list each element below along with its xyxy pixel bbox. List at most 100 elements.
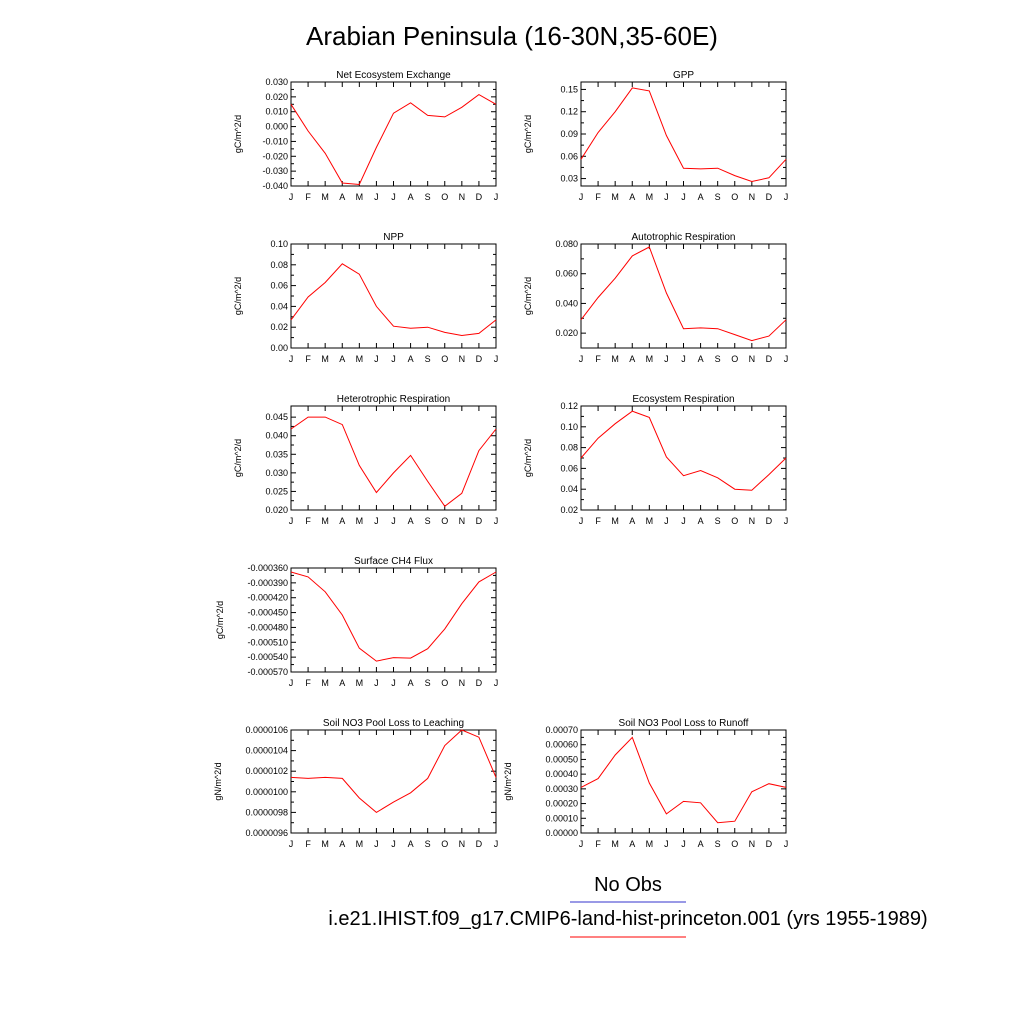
y-tick-label: 0.15 bbox=[560, 84, 578, 94]
panel-title: Soil NO3 Pool Loss to Leaching bbox=[323, 718, 464, 729]
y-tick-label: 0.020 bbox=[265, 92, 288, 102]
x-tick-label: M bbox=[356, 516, 364, 526]
x-tick-label: J bbox=[681, 839, 686, 849]
y-tick-label: 0.00010 bbox=[545, 813, 578, 823]
y-tick-label: 0.00070 bbox=[545, 725, 578, 735]
y-tick-label: -0.000450 bbox=[247, 608, 288, 618]
x-tick-label: D bbox=[476, 192, 483, 202]
x-tick-label: J bbox=[494, 678, 499, 688]
x-tick-label: J bbox=[784, 516, 789, 526]
x-tick-label: F bbox=[595, 354, 601, 364]
x-tick-label: J bbox=[664, 192, 669, 202]
x-tick-label: J bbox=[494, 192, 499, 202]
x-tick-label: J bbox=[784, 839, 789, 849]
series-line bbox=[290, 263, 497, 337]
x-tick-label: S bbox=[715, 354, 721, 364]
x-tick-label: A bbox=[408, 678, 414, 688]
y-tick-label: 0.030 bbox=[265, 77, 288, 87]
y-tick-label: 0.00060 bbox=[545, 740, 578, 750]
y-tick-label: 0.000 bbox=[265, 122, 288, 132]
y-tick-label: -0.000480 bbox=[247, 622, 288, 632]
series-line bbox=[580, 410, 787, 491]
x-tick-label: A bbox=[629, 192, 635, 202]
y-tick-label: 0.040 bbox=[265, 431, 288, 441]
x-tick-label: J bbox=[289, 516, 294, 526]
x-tick-label: F bbox=[305, 678, 311, 688]
x-tick-label: J bbox=[374, 839, 379, 849]
x-tick-label: A bbox=[408, 839, 414, 849]
x-tick-label: M bbox=[321, 354, 329, 364]
x-tick-label: S bbox=[715, 839, 721, 849]
x-tick-label: J bbox=[681, 516, 686, 526]
y-tick-label: -0.030 bbox=[262, 166, 288, 176]
x-tick-label: J bbox=[664, 354, 669, 364]
y-tick-label: 0.0000098 bbox=[245, 807, 288, 817]
y-tick-label: 0.00030 bbox=[545, 784, 578, 794]
panel-title: Net Ecosystem Exchange bbox=[336, 70, 451, 81]
y-tick-label: -0.000420 bbox=[247, 593, 288, 603]
y-tick-label: 0.06 bbox=[560, 151, 578, 161]
series-line bbox=[290, 571, 497, 662]
x-tick-label: M bbox=[321, 839, 329, 849]
y-tick-label: 0.020 bbox=[265, 505, 288, 515]
y-axis-label: gC/m^2/d bbox=[233, 277, 243, 315]
x-tick-label: A bbox=[698, 354, 704, 364]
x-tick-label: N bbox=[459, 839, 466, 849]
y-tick-label: 0.03 bbox=[560, 174, 578, 184]
series-line bbox=[580, 246, 787, 342]
y-axis-label: gC/m^2/d bbox=[523, 439, 533, 477]
x-tick-label: O bbox=[731, 516, 738, 526]
x-tick-label: S bbox=[425, 516, 431, 526]
x-tick-label: M bbox=[646, 192, 654, 202]
x-tick-label: J bbox=[681, 192, 686, 202]
plot-frame bbox=[580, 243, 787, 349]
x-tick-label: F bbox=[595, 192, 601, 202]
x-tick-label: J bbox=[391, 678, 396, 688]
y-tick-label: 0.035 bbox=[265, 449, 288, 459]
x-tick-label: J bbox=[784, 192, 789, 202]
x-tick-label: J bbox=[374, 678, 379, 688]
x-tick-label: A bbox=[339, 354, 345, 364]
x-tick-label: A bbox=[698, 192, 704, 202]
x-tick-label: F bbox=[305, 192, 311, 202]
x-tick-label: J bbox=[374, 516, 379, 526]
x-tick-label: J bbox=[579, 354, 584, 364]
x-tick-label: F bbox=[305, 516, 311, 526]
x-tick-label: O bbox=[731, 354, 738, 364]
x-tick-label: J bbox=[374, 192, 379, 202]
y-tick-label: 0.045 bbox=[265, 412, 288, 422]
y-tick-label: 0.020 bbox=[555, 328, 578, 338]
y-tick-label: 0.12 bbox=[560, 107, 578, 117]
x-tick-label: N bbox=[749, 192, 756, 202]
panel-title: Surface CH4 Flux bbox=[354, 556, 433, 567]
y-tick-label: 0.080 bbox=[555, 239, 578, 249]
x-tick-label: D bbox=[476, 678, 483, 688]
x-tick-label: O bbox=[731, 839, 738, 849]
x-tick-label: F bbox=[305, 354, 311, 364]
panel-title: Autotrophic Respiration bbox=[632, 232, 736, 243]
x-tick-label: N bbox=[749, 516, 756, 526]
y-axis-label: gC/m^2/d bbox=[233, 439, 243, 477]
x-tick-label: J bbox=[664, 839, 669, 849]
x-tick-label: A bbox=[629, 516, 635, 526]
x-tick-label: J bbox=[289, 192, 294, 202]
y-tick-label: -0.000510 bbox=[247, 637, 288, 647]
panel-title: NPP bbox=[383, 232, 404, 243]
x-tick-label: M bbox=[611, 354, 619, 364]
y-tick-label: 0.0000100 bbox=[245, 787, 288, 797]
y-axis-label: gC/m^2/d bbox=[523, 115, 533, 153]
y-tick-label: 0.060 bbox=[555, 269, 578, 279]
x-tick-label: S bbox=[715, 516, 721, 526]
x-tick-label: J bbox=[289, 354, 294, 364]
x-tick-label: J bbox=[664, 516, 669, 526]
y-axis-label: gC/m^2/d bbox=[233, 115, 243, 153]
panel-title: Heterotrophic Respiration bbox=[337, 394, 450, 405]
y-tick-label: 0.08 bbox=[560, 443, 578, 453]
x-tick-label: J bbox=[391, 516, 396, 526]
x-tick-label: A bbox=[629, 354, 635, 364]
